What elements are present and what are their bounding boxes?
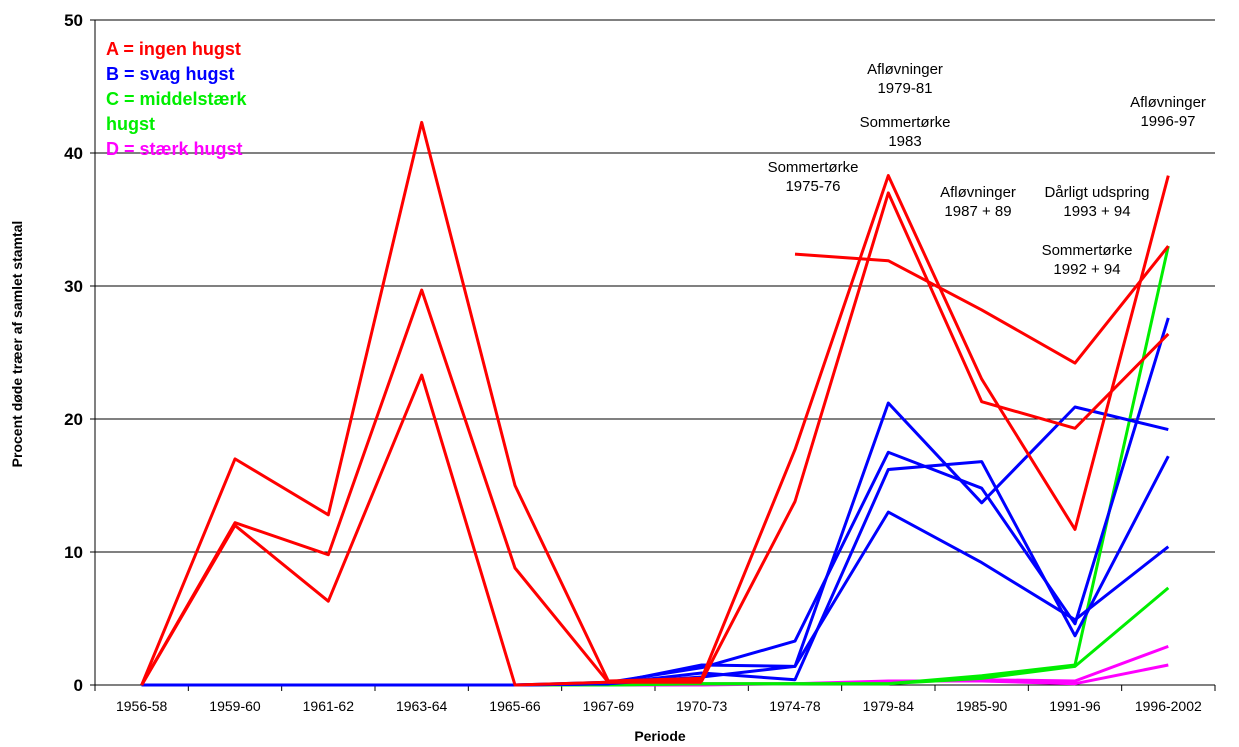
annotation-line: 1979-81 bbox=[877, 80, 932, 97]
y-tick-label: 40 bbox=[64, 144, 83, 163]
y-tick-label: 30 bbox=[64, 277, 83, 296]
x-tick-label: 1985-90 bbox=[956, 698, 1008, 714]
x-tick-label: 1956-58 bbox=[116, 698, 168, 714]
annotation-line: Sommertørke bbox=[860, 114, 951, 131]
annotation-line: 1987 + 89 bbox=[944, 203, 1011, 220]
y-tick-label: 20 bbox=[64, 410, 83, 429]
x-tick-label: 1959-60 bbox=[209, 698, 261, 714]
legend-entry: C = middelstærk bbox=[106, 89, 248, 109]
axes: 0 10 20 30 40 50 1956-58 1959-60 1961-62 1963-64 1… bbox=[64, 11, 1216, 714]
x-tick-label: 1996-2002 bbox=[1135, 698, 1202, 714]
x-tick-label: 1965-66 bbox=[489, 698, 541, 714]
y-axis-title: Procent døde træer af samlet stamtal bbox=[9, 221, 25, 468]
x-tick-label: 1961-62 bbox=[303, 698, 355, 714]
annotation-line: 1992 + 94 bbox=[1053, 261, 1120, 278]
y-tick-label: 0 bbox=[74, 676, 83, 695]
annotation-line: Afløvninger bbox=[867, 61, 943, 78]
series-line-a bbox=[140, 373, 702, 687]
legend-entry: A = ingen hugst bbox=[106, 39, 241, 59]
annotation: Afløvninger 1996-97 bbox=[1130, 94, 1206, 130]
annotation: Afløvninger 1987 + 89 bbox=[940, 184, 1016, 220]
annotation-line: 1983 bbox=[888, 133, 921, 150]
legend-entry: D = stærk hugst bbox=[106, 139, 243, 159]
x-tick-label: 1967-69 bbox=[583, 698, 635, 714]
x-axis-title: Periode bbox=[634, 728, 686, 744]
annotation-line: 1975-76 bbox=[785, 178, 840, 195]
annotation-line: Dårligt udspring bbox=[1044, 184, 1149, 201]
annotation: Sommertørke 1983 bbox=[860, 114, 951, 150]
annotation-line: Sommertørke bbox=[768, 159, 859, 176]
annotation: Afløvninger 1979-81 bbox=[867, 61, 943, 97]
legend-entries: A = ingen hugst B = svag hugst C = middels… bbox=[106, 39, 248, 159]
annotation: Sommertørke 1992 + 94 bbox=[1042, 242, 1133, 278]
series-line-a bbox=[140, 120, 1170, 686]
x-tick-label: 1963-64 bbox=[396, 698, 448, 714]
legend: A = ingen hugst B = svag hugst C = middels… bbox=[106, 39, 248, 159]
legend-entry: B = svag hugst bbox=[106, 64, 235, 84]
annotation-line: 1996-97 bbox=[1140, 113, 1195, 130]
annotation-line: Sommertørke bbox=[1042, 242, 1133, 259]
x-tick-label: 1991-96 bbox=[1049, 698, 1101, 714]
gridlines bbox=[95, 19, 1215, 553]
y-tick-label: 50 bbox=[64, 11, 83, 30]
legend-entry: hugst bbox=[106, 114, 155, 134]
annotation-line: Afløvninger bbox=[940, 184, 1016, 201]
series-line-a bbox=[794, 245, 1170, 365]
y-tick-label: 10 bbox=[64, 543, 83, 562]
annotation-line: Afløvninger bbox=[1130, 94, 1206, 111]
x-tick-label: 1979-84 bbox=[863, 698, 915, 714]
data-series bbox=[140, 120, 1170, 687]
annotation: Sommertørke 1975-76 bbox=[768, 159, 859, 195]
x-tick-label: 1974-78 bbox=[769, 698, 821, 714]
x-tick-label: 1970-73 bbox=[676, 698, 728, 714]
annotation-line: 1993 + 94 bbox=[1063, 203, 1130, 220]
annotation: Dårligt udspring 1993 + 94 bbox=[1044, 184, 1149, 220]
